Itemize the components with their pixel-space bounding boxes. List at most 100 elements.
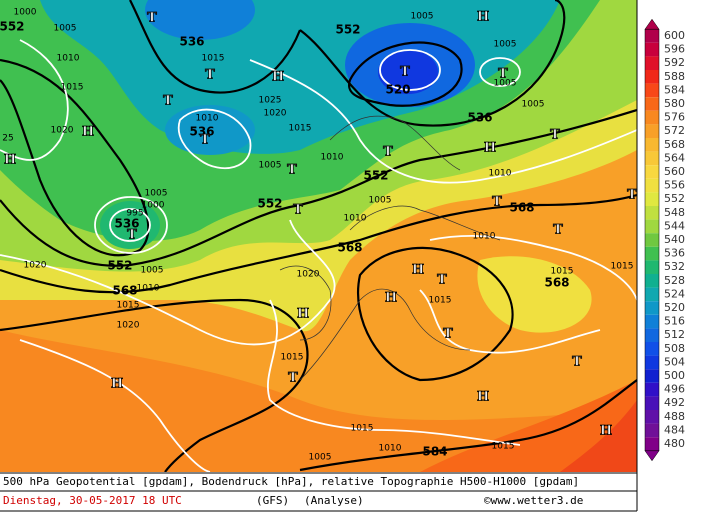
warm-region	[560, 400, 637, 472]
contour-label: 1015	[117, 301, 140, 311]
contour-label: 1010	[57, 54, 80, 64]
contour-label: 1010	[321, 153, 344, 163]
colorbar-label: 564	[664, 151, 685, 164]
pressure-center-label: T	[400, 65, 410, 80]
colorbar-cell	[645, 70, 659, 84]
coastline	[329, 115, 461, 171]
contour-label: 1010	[344, 214, 367, 224]
pressure-center-label: T	[287, 163, 297, 178]
isobar	[0, 39, 69, 161]
contour-label: 1005	[141, 266, 164, 276]
colorbar-label: 536	[664, 247, 685, 260]
colorbar-label: 572	[664, 124, 685, 137]
contour	[0, 298, 309, 473]
pressure-center-label: T	[288, 371, 298, 386]
pressure-center-label: H	[477, 390, 489, 405]
coastline	[279, 265, 332, 341]
contour-label: 1020	[117, 321, 140, 331]
colorbar-frame	[644, 28, 660, 452]
colorbar-cell	[645, 233, 659, 247]
contour-label: 1015	[429, 296, 452, 306]
contour-label: 1005	[309, 453, 332, 463]
geopotential-contours	[0, 0, 638, 473]
footer-description: 500 hPa Geopotential [gpdam], Bodendruck…	[3, 475, 579, 488]
colorbar-cell	[645, 260, 659, 274]
isobar	[109, 208, 151, 242]
colorbar-cell	[645, 396, 659, 410]
isobar	[267, 299, 521, 446]
colorbar: 6005965925885845805765725685645605565525…	[644, 18, 685, 462]
colorbar-label: 560	[664, 165, 685, 178]
contour-label: 536	[189, 125, 214, 139]
contour-label: 1010	[489, 169, 512, 179]
colorbar-label: 528	[664, 274, 685, 287]
colorbar-label: 504	[664, 355, 685, 368]
contour	[299, 0, 566, 127]
contour-label: 1015	[202, 54, 225, 64]
colorbar-label: 580	[664, 97, 685, 110]
colorbar-label: 480	[664, 437, 685, 450]
colorbar-cell	[645, 301, 659, 315]
contour-label: 1005	[411, 12, 434, 22]
contour-label: 536	[179, 35, 204, 49]
contour	[0, 58, 150, 257]
colorbar-cell	[645, 110, 659, 125]
contour	[129, 0, 302, 94]
contour-label: 1000	[14, 8, 37, 18]
contour-label: 568	[544, 276, 569, 290]
colorbar-label: 544	[664, 219, 685, 232]
contour-label: 1005	[494, 40, 517, 50]
footer-run: (Analyse)	[304, 494, 364, 507]
colorbar-label: 548	[664, 206, 685, 219]
contour-label: 1005	[522, 100, 545, 110]
colorbar-cap	[644, 18, 660, 30]
coastline	[349, 205, 501, 241]
contour	[0, 193, 638, 294]
isobars	[0, 39, 638, 473]
colorbar-cell	[645, 83, 659, 98]
colorbar-cell	[645, 423, 659, 438]
colorbar-label: 532	[664, 260, 685, 273]
pressure-center-label: H	[484, 141, 496, 156]
mid-region	[477, 256, 592, 333]
contour-label: 568	[509, 201, 534, 215]
colorbar-cell	[645, 206, 659, 220]
pressure-center-label: H	[297, 307, 309, 322]
warm-region	[420, 380, 637, 472]
colorbar-cell	[645, 219, 659, 234]
contour-label: 552	[107, 259, 132, 273]
colorbar-cell	[645, 178, 659, 193]
contour-label: 1005	[54, 24, 77, 34]
contour-label: 1005	[369, 196, 392, 206]
pressure-center-label: T	[443, 327, 453, 342]
colorbar-cell	[645, 124, 659, 138]
contour-label: 1020	[264, 109, 287, 119]
colorbar-cell	[645, 56, 659, 70]
colorbar-label: 512	[664, 328, 685, 341]
contour-label: 536	[114, 217, 139, 231]
cold-region	[100, 201, 160, 249]
pressure-center-label: H	[111, 377, 123, 392]
coastlines	[279, 115, 501, 381]
colorbar-label: 596	[664, 43, 685, 56]
contour-label: 520	[385, 83, 410, 97]
pressure-center-label: H	[4, 153, 16, 168]
coastline	[299, 288, 471, 381]
contour-label: 552	[363, 169, 388, 183]
pressure-center-label: T	[550, 128, 560, 143]
pressure-center-label: T	[553, 223, 563, 238]
colorbar-cell	[645, 382, 659, 397]
contour-label: 1010	[196, 114, 219, 124]
pressure-center-label: T	[627, 188, 637, 203]
pressure-center-label: H	[477, 10, 489, 25]
colorbar-label: 492	[664, 396, 685, 409]
contour-label: 25	[2, 134, 13, 144]
pressure-center-label: T	[200, 133, 210, 148]
colorbar-label: 584	[664, 83, 685, 96]
colorbar-cell	[645, 369, 659, 383]
colorbar-label: 488	[664, 410, 685, 423]
colorbar-label: 568	[664, 138, 685, 151]
contour-label: 1010	[379, 444, 402, 454]
